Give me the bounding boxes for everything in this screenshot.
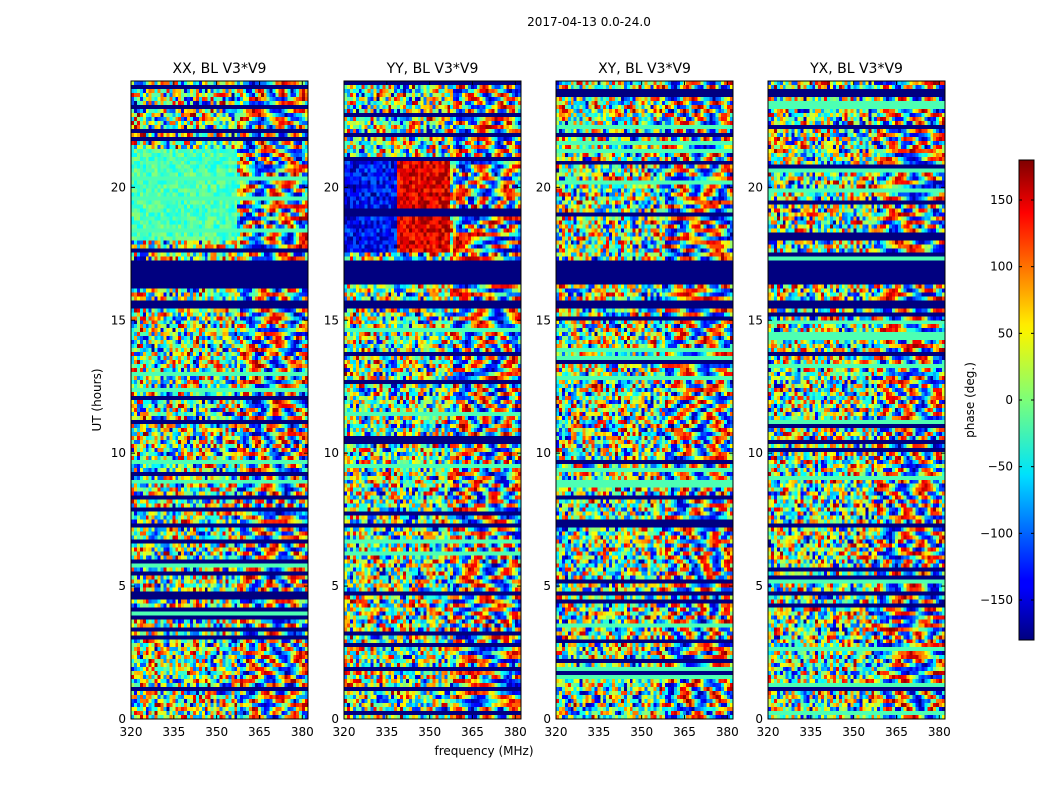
figure-suptitle: 2017-04-13 0.0-24.0 — [527, 15, 651, 29]
colorbar-label: phase (deg.) — [963, 362, 977, 438]
panel-1: XX, BL V3*V9 320 335 350 365 380 0 5 10 15 20 — [111, 61, 314, 739]
colorbar-tick-label: 0 — [1005, 393, 1013, 407]
y-tick-label: 5 — [331, 579, 339, 593]
y-tick-label: 5 — [118, 579, 126, 593]
x-tick-label: 350 — [205, 725, 228, 739]
colorbar-tick-label: 50 — [998, 326, 1013, 340]
colorbar-tick-label: −50 — [988, 460, 1013, 474]
y-tick-label: 0 — [331, 712, 339, 726]
y-tick-label: 20 — [324, 180, 339, 194]
x-tick-label: 380 — [716, 725, 739, 739]
y-tick-label: 15 — [324, 313, 339, 327]
x-tick-label: 335 — [587, 725, 610, 739]
phase-heatmap-3 — [556, 81, 733, 719]
y-axis-label: UT (hours) — [90, 368, 104, 431]
y-tick-label: 0 — [543, 712, 551, 726]
phase-heatmap-2 — [344, 81, 521, 719]
y-tick-label: 20 — [536, 180, 551, 194]
panel-title-2: YY, BL V3*V9 — [386, 61, 479, 77]
y-tick-label: 10 — [324, 446, 339, 460]
x-tick-label: 365 — [248, 725, 271, 739]
x-tick-label: 335 — [162, 725, 185, 739]
panel-4: YX, BL V3*V9 320 335 350 365 380 0 5 10 15 20 — [748, 61, 951, 739]
x-tick-label: 380 — [928, 725, 951, 739]
y-tick-label: 10 — [748, 446, 763, 460]
panel-3: XY, BL V3*V9 320 335 350 365 380 0 5 10 15 20 — [536, 61, 739, 739]
panel-frame-2 — [343, 80, 522, 720]
x-tick-label: 350 — [630, 725, 653, 739]
y-tick-label: 0 — [118, 712, 126, 726]
y-tick-label: 10 — [111, 446, 126, 460]
colorbar-tick-label: −100 — [980, 526, 1013, 540]
y-tick-label: 0 — [755, 712, 763, 726]
y-tick-label: 10 — [536, 446, 551, 460]
x-tick-label: 365 — [673, 725, 696, 739]
x-tick-label: 365 — [461, 725, 484, 739]
x-tick-label: 320 — [545, 725, 568, 739]
x-tick-label: 320 — [333, 725, 356, 739]
panel-frame-4 — [767, 80, 946, 720]
y-tick-label: 20 — [111, 180, 126, 194]
panel-frame-3 — [555, 80, 734, 720]
x-tick-label: 335 — [375, 725, 398, 739]
x-tick-label: 350 — [842, 725, 865, 739]
panel-title-3: XY, BL V3*V9 — [598, 61, 691, 77]
colorbar: −150 −100 −50 0 50 100 150 phase (deg.) — [963, 159, 1035, 641]
y-tick-label: 20 — [748, 180, 763, 194]
x-tick-label: 335 — [799, 725, 822, 739]
y-tick-label: 15 — [748, 313, 763, 327]
panel-frame-1 — [130, 80, 309, 720]
x-tick-label: 350 — [418, 725, 441, 739]
x-tick-label: 380 — [291, 725, 314, 739]
y-tick-label: 5 — [755, 579, 763, 593]
x-tick-label: 365 — [885, 725, 908, 739]
x-tick-label: 320 — [120, 725, 143, 739]
panel-title-4: YX, BL V3*V9 — [809, 61, 903, 77]
panel-2: YY, BL V3*V9 320 335 350 365 380 0 5 10 15 20 — [324, 61, 527, 739]
colorbar-tick-label: 100 — [990, 260, 1013, 274]
phase-heatmap-1 — [131, 81, 308, 719]
y-tick-label: 5 — [543, 579, 551, 593]
y-tick-label: 15 — [536, 313, 551, 327]
panel-title-1: XX, BL V3*V9 — [173, 61, 267, 77]
phase-heatmap-4 — [768, 81, 945, 719]
y-tick-label: 15 — [111, 313, 126, 327]
x-tick-label: 380 — [504, 725, 527, 739]
x-tick-label: 320 — [757, 725, 780, 739]
colorbar-tick-label: 150 — [990, 193, 1013, 207]
x-axis-label: frequency (MHz) — [434, 744, 533, 758]
colorbar-tick-label: −150 — [980, 593, 1013, 607]
